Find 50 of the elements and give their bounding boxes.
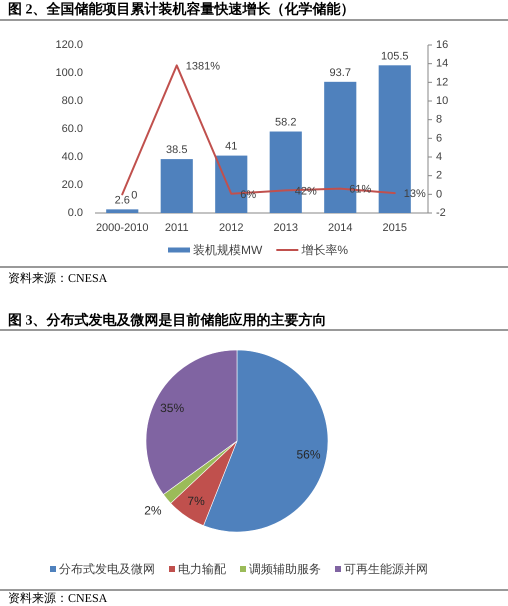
y2-tick-label: 0 (436, 188, 442, 200)
data-label: 35% (160, 400, 184, 415)
x-tick-label: 2014 (328, 222, 352, 234)
data-label: 42% (294, 185, 317, 198)
data-label: 2.6 (114, 194, 130, 206)
y2-tick-label: 14 (436, 58, 448, 70)
data-label: 41 (225, 140, 238, 153)
y-tick-label: 60.0 (62, 123, 83, 135)
data-label: 6% (240, 188, 256, 201)
text: 资料来源：CNESA (8, 591, 108, 605)
text: 资料来源：CNESA (8, 271, 108, 285)
data-label: 0 (131, 189, 138, 202)
y2-tick-label: 6 (436, 132, 442, 144)
x-tick-label: 2000-2010 (96, 222, 149, 234)
data-label: 1381% (186, 60, 220, 72)
chart-title: 图 2、全国储能项目累计装机容量快速增长（化学储能） (8, 0, 354, 18)
legend-label: 电力输配 (178, 562, 226, 576)
legend-label: 调频辅助服务 (249, 562, 321, 576)
data-label: 93.7 (330, 66, 351, 79)
y-tick-label: 120.0 (55, 39, 83, 51)
x-tick-label: 2012 (219, 222, 244, 234)
legend-label: 装机规模MW (193, 243, 263, 257)
data-label: 56% (296, 448, 321, 462)
y2-tick-label: 16 (436, 39, 448, 51)
data-label: 58.2 (275, 116, 296, 129)
y2-tick-label: 10 (436, 95, 448, 107)
data-label: 7% (187, 494, 206, 508)
x-tick-label: 2013 (274, 222, 298, 234)
data-label: 38.5 (166, 144, 188, 156)
data-label: 105.5 (380, 50, 409, 62)
x-tick-label: 2011 (164, 222, 189, 234)
y2-tick-label: 12 (436, 76, 448, 88)
chart-title: 图 3、分布式发电及微网是目前储能应用的主要方向 (8, 312, 326, 328)
y-tick-label: 40.0 (62, 151, 83, 163)
x-tick-label: 2015 (382, 222, 407, 234)
y-tick-label: 80.0 (62, 95, 83, 107)
bar (160, 159, 193, 213)
y2-tick-label: 2 (436, 170, 442, 182)
y2-tick-label: 4 (436, 151, 442, 163)
data-label: 2% (144, 504, 162, 518)
data-label: 61% (349, 184, 372, 196)
bar (106, 209, 138, 213)
y-tick-label: 0.0 (68, 207, 83, 219)
legend-label: 可再生能源并网 (344, 562, 428, 576)
y2-tick-label: -2 (436, 207, 446, 219)
legend-label: 增长率% (300, 243, 348, 257)
y-tick-label: 20.0 (62, 179, 83, 191)
y2-tick-label: 8 (436, 114, 442, 126)
y-tick-label: 100.0 (55, 67, 83, 79)
legend-label: 分布式发电及微网 (59, 562, 155, 576)
